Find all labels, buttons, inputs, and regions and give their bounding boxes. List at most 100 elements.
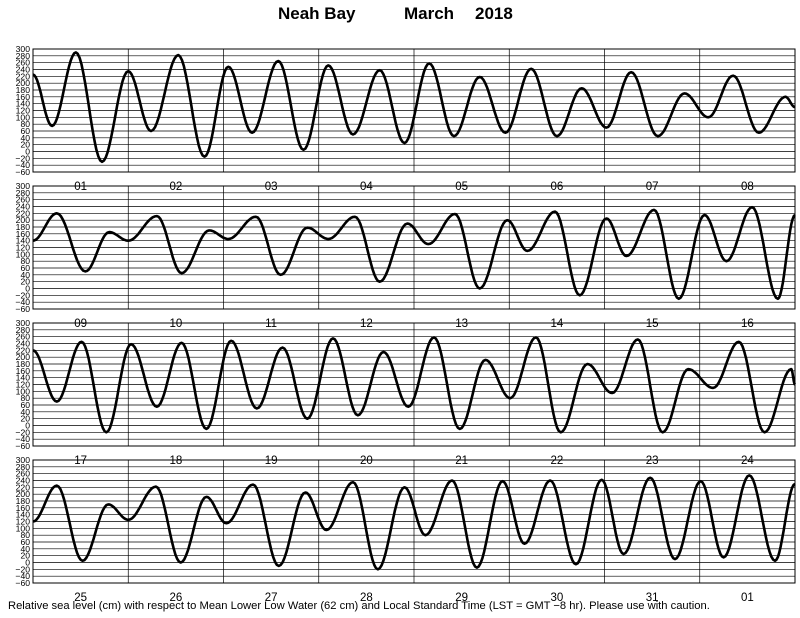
y-tick-label: 140 [16,373,31,383]
day-label: 27 [265,592,278,604]
y-tick-label: 160 [16,366,31,376]
day-label: 28 [360,592,373,604]
y-tick-label: −40 [15,160,30,170]
y-tick-label: −40 [15,434,30,444]
y-tick-label: 80 [20,393,30,403]
day-label: 29 [455,592,468,604]
title-station: Neah Bay [278,4,356,23]
day-label: 17 [74,455,87,467]
y-tick-label: 300 [16,181,31,191]
y-tick-label: −20 [15,427,30,437]
y-tick-label: 240 [16,202,31,212]
y-tick-label: 200 [16,215,31,225]
day-label: 26 [169,592,182,604]
day-label: 04 [360,181,373,193]
y-tick-label: 280 [16,188,31,198]
y-tick-label: 180 [16,359,31,369]
day-label: 11 [265,318,277,330]
day-label: 15 [646,318,659,330]
y-tick-label: 0 [25,147,30,157]
y-tick-label: 280 [16,51,31,61]
day-label: 20 [360,455,373,467]
day-label: 05 [455,181,468,193]
day-label: 13 [455,318,468,330]
day-label: 16 [741,318,754,330]
day-label: 30 [550,592,563,604]
day-label: 18 [169,455,182,467]
y-tick-label: −40 [15,571,30,581]
y-tick-label: 140 [16,99,31,109]
y-tick-label: −20 [15,564,30,574]
tide-panel-1: 3002802602402202001801601401201008060402… [15,44,796,193]
tide-panel-3: 3002802602402202001801601401201008060402… [15,318,796,467]
y-tick-label: 160 [16,92,31,102]
day-label: 03 [265,181,278,193]
y-tick-label: 60 [20,537,30,547]
title-month: March [404,4,455,23]
day-label: 01 [741,592,754,604]
day-label: 23 [646,455,659,467]
tide-panel-2: 3002802602402202001801601401201008060402… [15,181,796,330]
y-tick-label: 180 [16,496,31,506]
y-tick-label: 120 [16,380,31,390]
tide-curve [32,51,796,164]
y-tick-label: 120 [16,243,31,253]
y-tick-label: 100 [16,386,31,396]
y-tick-label: 200 [16,78,31,88]
day-label: 01 [74,181,87,193]
chart-caption: Relative sea level (cm) with respect to … [8,600,710,612]
day-label: 02 [169,181,182,193]
y-tick-label: 60 [20,400,30,410]
y-tick-label: −40 [15,297,30,307]
y-tick-label: 0 [25,421,30,431]
y-tick-label: −20 [15,153,30,163]
y-tick-label: 40 [20,407,30,417]
y-tick-label: 20 [20,277,30,287]
day-label: 12 [360,318,373,330]
y-tick-label: −60 [15,578,30,588]
panel-frame [32,185,796,310]
y-tick-label: 300 [16,318,31,328]
y-tick-label: 40 [20,133,30,143]
y-tick-label: 100 [16,112,31,122]
y-tick-label: 0 [25,284,30,294]
day-label: 24 [741,455,754,467]
y-tick-label: 160 [16,503,31,513]
y-tick-label: 220 [16,208,31,218]
y-tick-label: 40 [20,544,30,554]
y-tick-label: 20 [20,551,30,561]
y-tick-label: 260 [16,58,31,68]
y-tick-label: 120 [16,517,31,527]
y-tick-label: 280 [16,325,31,335]
y-tick-label: −60 [15,304,30,314]
y-tick-label: 180 [16,85,31,95]
day-label: 14 [550,318,563,330]
y-tick-label: 180 [16,222,31,232]
tide-curve [32,474,796,571]
day-label: 25 [74,592,87,604]
day-label: 19 [265,455,278,467]
y-tick-label: 140 [16,510,31,520]
day-label: 07 [646,181,659,193]
title-year: 2018 [475,4,513,23]
y-tick-label: 80 [20,530,30,540]
y-tick-label: 100 [16,523,31,533]
y-tick-label: 200 [16,352,31,362]
tide-panel-4: 3002802602402202001801601401201008060402… [15,455,796,604]
chart-title: Neah Bay March 2018 [0,4,800,28]
y-tick-label: 300 [16,455,31,465]
y-tick-label: 20 [20,414,30,424]
y-tick-label: 260 [16,469,31,479]
y-tick-label: 260 [16,195,31,205]
y-tick-label: 140 [16,236,31,246]
y-tick-label: 80 [20,256,30,266]
day-label: 31 [646,592,659,604]
y-tick-label: −60 [15,441,30,451]
day-label: 06 [550,181,563,193]
y-tick-label: 120 [16,106,31,116]
y-tick-label: 260 [16,332,31,342]
y-tick-label: 100 [16,249,31,259]
tide-curve [32,336,796,434]
y-tick-label: 220 [16,482,31,492]
